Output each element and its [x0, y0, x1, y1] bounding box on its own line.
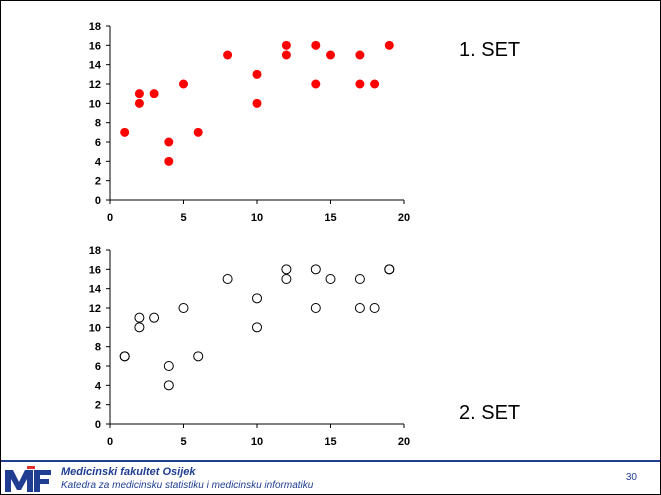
chart-2-point [310, 264, 321, 275]
chart-1-point [252, 69, 262, 79]
chart-1-point [355, 50, 365, 60]
chart-2-point [149, 312, 160, 323]
chart-2-x-tick-label: 10 [251, 436, 263, 448]
chart-2-y-tick-label: 6 [95, 361, 101, 373]
chart-2-point [281, 274, 292, 284]
chart-2-y-tick-label: 18 [89, 245, 101, 257]
chart-1-point [179, 79, 188, 89]
chart-2-y-tick-label: 0 [95, 419, 101, 431]
chart-1-point [355, 79, 365, 89]
chart-2-point [252, 322, 262, 333]
chart-1-y-tick-label: 8 [95, 118, 101, 130]
chart-1-x-tick-label: 10 [251, 212, 263, 224]
chart-2-point [252, 293, 262, 304]
chart-1-point [164, 156, 174, 166]
chart-2-y-tick-label: 12 [89, 303, 101, 315]
chart-2-point [163, 361, 174, 371]
chart-1-point [311, 40, 321, 50]
chart-1-y-tick-label: 18 [89, 21, 101, 33]
chart-2-y-tick-label: 2 [95, 400, 101, 412]
chart-2-point [325, 274, 336, 284]
chart-1-y-tick-label: 16 [89, 40, 101, 52]
chart-2-point [222, 274, 233, 284]
chart-1-x-tick-label: 15 [324, 212, 336, 224]
chart-2-y-tick-label: 16 [89, 264, 101, 276]
faculty-logo [5, 466, 51, 492]
chart-1-point [252, 98, 262, 108]
chart-2-y-tick-label: 8 [95, 342, 101, 354]
chart-1-y-tick-label: 0 [95, 195, 101, 207]
chart-1-point [384, 40, 394, 50]
chart-1-y-tick-label: 12 [89, 79, 101, 91]
set-1-label: 1. SET [459, 39, 521, 61]
page-number: 30 [625, 472, 637, 483]
chart-1-point [311, 79, 321, 89]
chart-1-y-tick-label: 6 [95, 137, 101, 149]
chart-2-point [163, 380, 174, 391]
chart-2-point [178, 303, 189, 313]
chart-2-y-tick-label: 4 [95, 380, 102, 392]
chart-1-point [223, 50, 233, 60]
chart-2-point [310, 303, 321, 313]
chart-1-x-tick-label: 0 [107, 212, 113, 224]
scatter-plots: 0 2 4 6 8 10 12 14 16 18 0 5 10 15 20 0 2 4 6 8 10 12 14 16 18 0 5… [89, 21, 410, 448]
set-2-label: 2. SET [459, 402, 521, 424]
footer-institution: Medicinski fakultet Osijek [61, 466, 196, 478]
chart-2-point [134, 312, 145, 323]
chart-2-x-tick-label: 0 [107, 436, 113, 448]
footer-rule [1, 460, 660, 462]
chart-1-point [370, 79, 380, 89]
chart-2-point [281, 264, 292, 275]
chart-1-x-tick-label: 20 [398, 212, 410, 224]
chart-2-x-tick-label: 5 [180, 436, 186, 448]
chart-1-y-tick-label: 10 [89, 98, 101, 110]
chart-1-y-tick-label: 4 [95, 156, 102, 168]
chart-1-point [120, 127, 130, 137]
chart-1-point [281, 40, 291, 50]
chart-1-point [134, 89, 144, 99]
chart-2-x-tick-label: 15 [324, 436, 336, 448]
chart-2-point [193, 351, 204, 362]
chart-2-point [134, 322, 145, 333]
chart-1-y-tick-label: 2 [95, 176, 101, 188]
chart-1-point [164, 137, 174, 147]
chart-1-point [149, 89, 159, 99]
chart-1-point [193, 127, 203, 137]
chart-1-point [134, 98, 144, 108]
chart-1-point [281, 50, 291, 60]
chart-2-y-tick-label: 10 [89, 322, 101, 334]
chart-2-point [384, 264, 395, 275]
chart-2-y-tick-label: 14 [89, 284, 102, 296]
chart-1-y-tick-label: 14 [89, 60, 102, 72]
chart-2-point [354, 303, 365, 313]
chart-1-x-tick-label: 5 [180, 212, 186, 224]
chart-1-point [326, 50, 335, 60]
footer: Medicinski fakultet Osijek Katedra za me… [1, 460, 660, 494]
chart-2-point [369, 303, 380, 313]
chart-2-point [354, 274, 365, 284]
footer-department: Katedra za medicinsku statistiku i medic… [61, 480, 314, 491]
chart-2-point [119, 351, 130, 362]
chart-2-x-tick-label: 20 [398, 436, 410, 448]
